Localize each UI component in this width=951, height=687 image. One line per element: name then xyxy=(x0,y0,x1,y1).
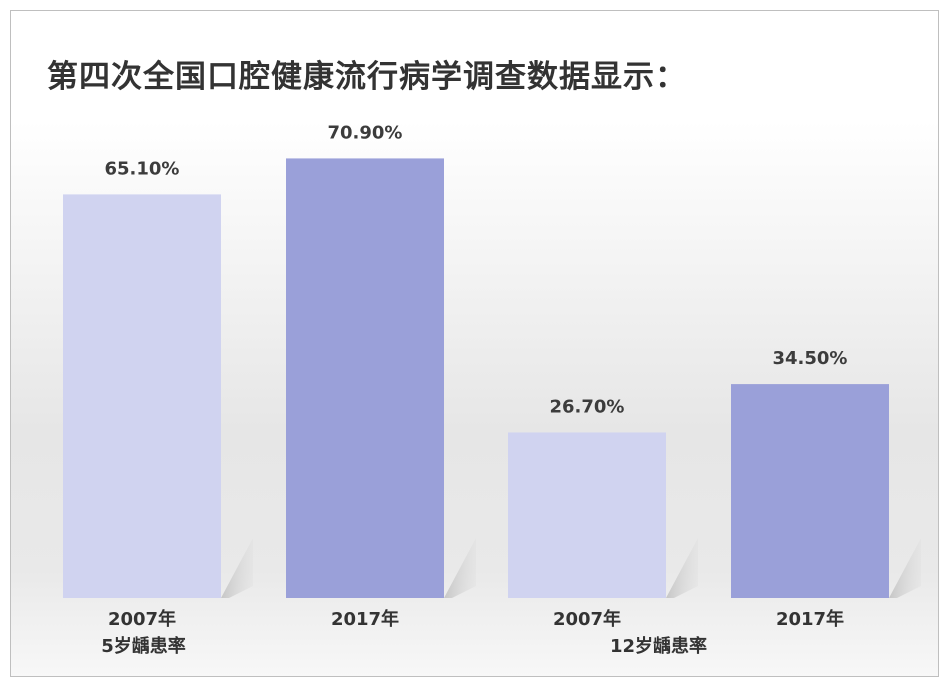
chart-title: 第四次全国口腔健康流行病学调查数据显示： xyxy=(47,59,687,95)
bar-shadow xyxy=(221,538,253,598)
bar-0-1 xyxy=(286,158,444,599)
data-label: 70.90% xyxy=(328,122,403,143)
bar-1-1 xyxy=(731,384,889,598)
group-label: 5岁龋患率 xyxy=(101,635,186,657)
group-label: 12岁龋患率 xyxy=(610,635,707,657)
bar-0-0 xyxy=(63,194,221,598)
x-tick-label: 2017年 xyxy=(776,608,844,630)
x-tick-label: 2007年 xyxy=(553,608,621,630)
x-tick-label: 2017年 xyxy=(331,608,399,630)
bar-shadow xyxy=(444,538,476,598)
bar-shadow xyxy=(666,538,698,598)
x-tick-label: 2007年 xyxy=(108,608,176,630)
data-label: 65.10% xyxy=(105,158,180,179)
data-label: 26.70% xyxy=(550,396,625,417)
bar-shadow xyxy=(889,538,921,598)
data-label: 34.50% xyxy=(773,348,848,369)
bar-1-0 xyxy=(508,432,666,598)
